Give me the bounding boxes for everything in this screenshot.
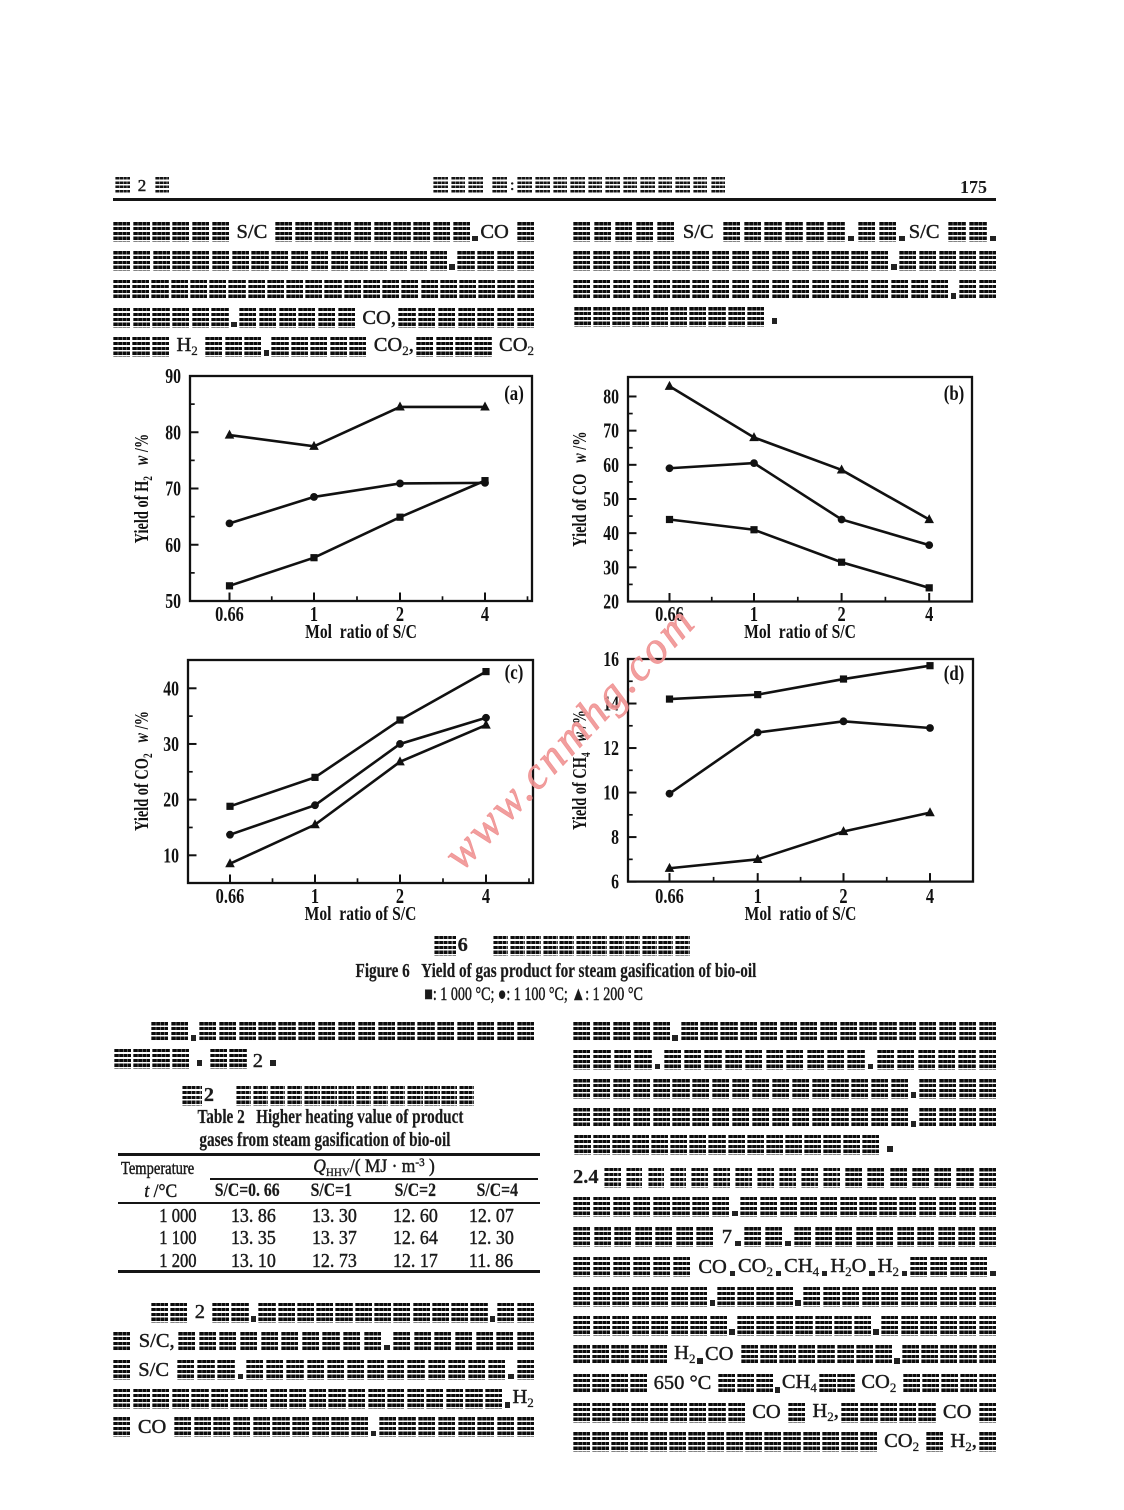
svg-text:Yield of CH4​ w /%: Yield of CH4​ w /%: [568, 710, 594, 830]
svg-text:16: 16: [603, 648, 619, 672]
svg-text:1: 1: [311, 885, 319, 908]
svg-text:6: 6: [611, 870, 619, 894]
svg-text:2: 2: [396, 603, 404, 626]
svg-text:30: 30: [603, 556, 619, 580]
svg-text:90: 90: [165, 365, 181, 389]
svg-text:12: 12: [603, 737, 619, 761]
svg-text:Mol ratio of S/C: Mol ratio of S/C: [305, 620, 417, 642]
svg-text:4: 4: [926, 885, 935, 908]
svg-text:80: 80: [603, 385, 619, 409]
svg-text:(b): (b): [944, 382, 965, 405]
svg-text:50: 50: [603, 488, 619, 512]
svg-text:Yield of CO w /%: Yield of CO w /%: [568, 431, 591, 546]
svg-text:0.66: 0.66: [655, 603, 684, 626]
svg-text:8: 8: [611, 826, 619, 850]
svg-text:40: 40: [603, 522, 619, 546]
svg-text:4: 4: [481, 603, 490, 626]
svg-text:(d): (d): [944, 662, 965, 685]
svg-text:50: 50: [165, 590, 181, 614]
svg-text:0.66: 0.66: [215, 603, 244, 626]
svg-text:2: 2: [838, 603, 846, 626]
svg-text:20: 20: [603, 590, 619, 614]
svg-text:0.66: 0.66: [216, 885, 245, 908]
svg-text:2: 2: [396, 885, 404, 908]
svg-text:40: 40: [163, 677, 179, 701]
svg-text:Mol ratio of S/C: Mol ratio of S/C: [745, 902, 857, 924]
svg-text:1: 1: [310, 603, 318, 626]
svg-text:60: 60: [165, 534, 181, 558]
svg-text:(a): (a): [504, 382, 524, 405]
svg-text:1: 1: [750, 603, 758, 626]
svg-text:2: 2: [839, 885, 847, 908]
svg-text:60: 60: [603, 454, 619, 478]
svg-text:Mol ratio of S/C: Mol ratio of S/C: [305, 902, 417, 924]
svg-text:Yield of CO2​ w /%: Yield of CO2​ w /%: [130, 711, 156, 831]
svg-text:4: 4: [925, 603, 934, 626]
svg-text:Mol ratio of S/C: Mol ratio of S/C: [744, 620, 856, 642]
svg-text:10: 10: [603, 781, 619, 805]
svg-text:80: 80: [165, 421, 181, 445]
svg-text:30: 30: [163, 733, 179, 757]
svg-text:20: 20: [163, 789, 179, 813]
svg-text:(c): (c): [505, 661, 524, 684]
svg-text:0.66: 0.66: [655, 885, 684, 908]
svg-text:14: 14: [603, 692, 619, 716]
svg-text:Yield of H2​ w /%: Yield of H2​ w /%: [130, 434, 156, 544]
svg-text:1: 1: [754, 885, 762, 908]
svg-text:4: 4: [482, 885, 491, 908]
svg-text:70: 70: [603, 420, 619, 444]
svg-text:www.cnmhg.com: www.cnmhg.com: [433, 596, 705, 879]
svg-text:70: 70: [165, 477, 181, 501]
svg-text:10: 10: [163, 844, 179, 868]
